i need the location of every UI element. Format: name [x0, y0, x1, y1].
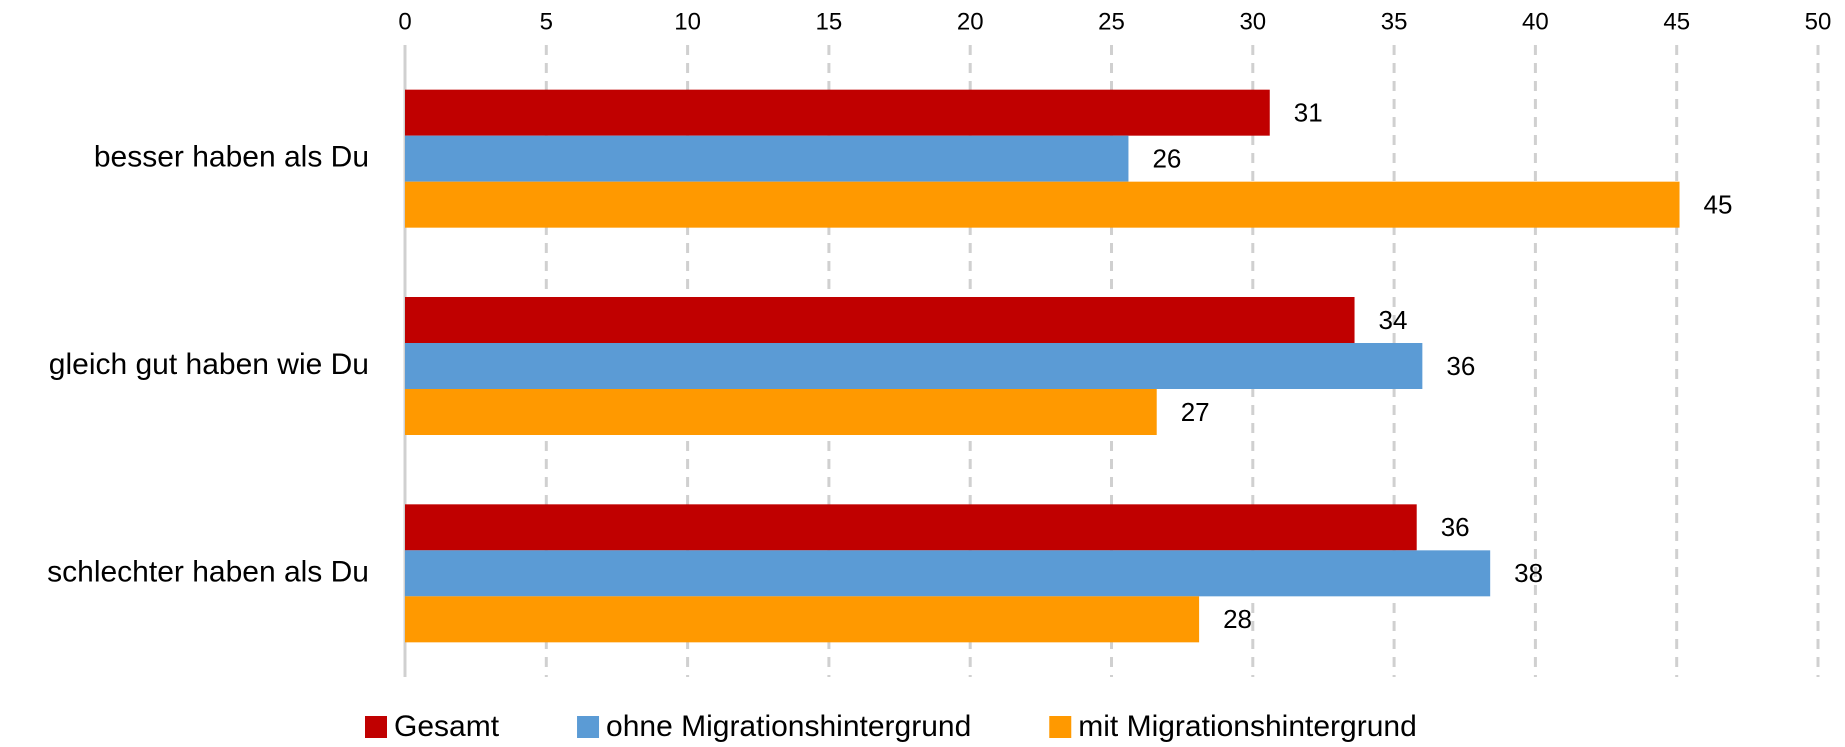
bar	[405, 504, 1417, 551]
bar	[405, 135, 1129, 182]
value-label: 36	[1441, 512, 1470, 542]
x-tick-label: 20	[957, 8, 984, 35]
bar	[405, 181, 1680, 228]
legend-swatch	[365, 716, 387, 738]
x-tick-label: 40	[1522, 8, 1549, 35]
value-label: 26	[1152, 144, 1181, 174]
legend-label: Gesamt	[394, 710, 500, 743]
value-label: 28	[1223, 604, 1252, 634]
value-label: 38	[1514, 558, 1543, 588]
bar	[405, 89, 1270, 136]
bar	[405, 596, 1200, 643]
category-label: besser haben als Du	[94, 141, 369, 174]
bar	[405, 297, 1355, 343]
x-tick-label: 15	[816, 8, 843, 35]
legend-swatch	[1049, 716, 1072, 738]
category-label: gleich gut haben wie Du	[49, 348, 369, 381]
x-tick-label: 25	[1098, 8, 1125, 35]
value-label: 34	[1379, 305, 1408, 335]
value-label: 36	[1446, 351, 1475, 381]
legend-swatch	[577, 716, 600, 738]
x-tick-label: 30	[1239, 8, 1266, 35]
value-label: 45	[1704, 190, 1733, 220]
bar	[405, 389, 1157, 435]
x-tick-label: 50	[1805, 8, 1832, 35]
x-tick-label: 45	[1663, 8, 1690, 35]
legend-label: ohne Migrationshintergrund	[606, 710, 971, 743]
value-label: 27	[1181, 397, 1210, 427]
category-label: schlechter haben als Du	[47, 555, 369, 588]
x-tick-label: 35	[1381, 8, 1408, 35]
bar	[405, 550, 1491, 597]
x-tick-label: 0	[398, 8, 411, 35]
x-tick-label: 5	[540, 8, 553, 35]
bar	[405, 343, 1423, 389]
x-tick-label: 10	[674, 8, 701, 35]
legend-label: mit Migrationshintergrund	[1078, 710, 1416, 743]
value-label: 31	[1294, 98, 1323, 128]
